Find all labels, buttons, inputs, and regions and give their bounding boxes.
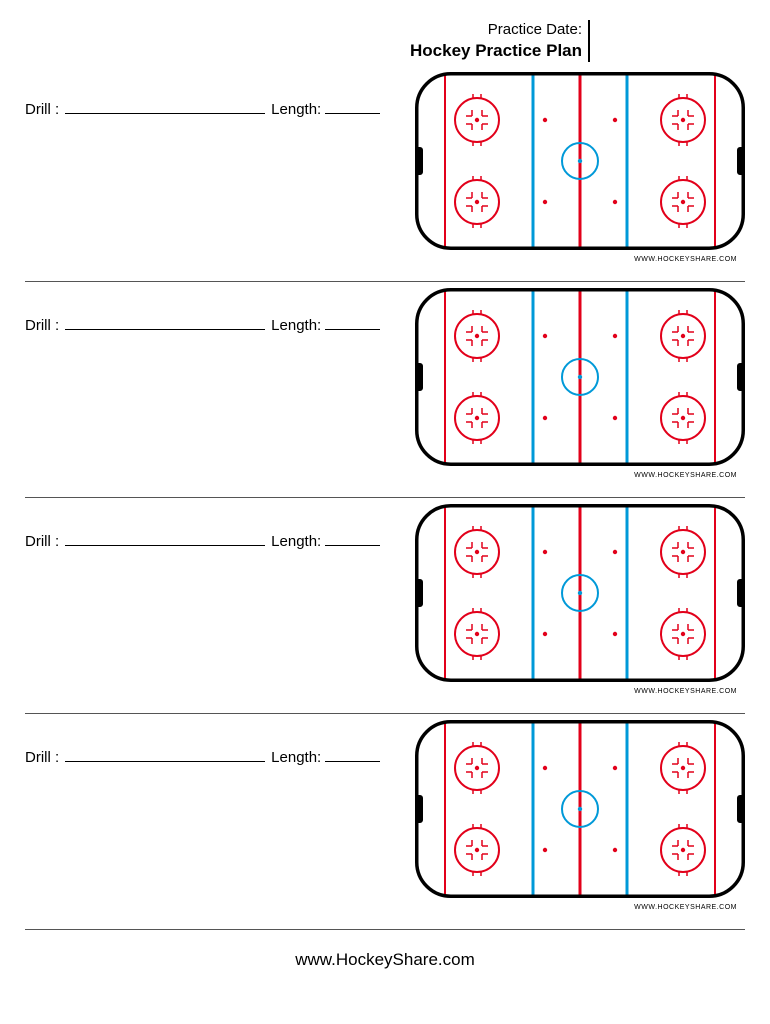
drill-length-input[interactable]: [325, 100, 380, 114]
drill-length-input[interactable]: [325, 316, 380, 330]
drill-length-input[interactable]: [325, 748, 380, 762]
drill-fields: Drill : Length:: [25, 720, 405, 766]
drill-label: Drill :: [25, 533, 59, 550]
footer-url: www.HockeyShare.com: [25, 950, 745, 970]
drill-row: Drill : Length: WWW.HOCKEYSHARE.COM: [25, 288, 745, 498]
drill-name-input[interactable]: [65, 532, 265, 546]
drill-label: Drill :: [25, 101, 59, 118]
drill-fields: Drill : Length:: [25, 288, 405, 334]
drill-name-input[interactable]: [65, 748, 265, 762]
length-label: Length:: [271, 533, 321, 550]
rink-diagram: WWW.HOCKEYSHARE.COM: [405, 288, 745, 479]
drill-row: Drill : Length: WWW.HOCKEYSHARE.COM: [25, 720, 745, 930]
rink-diagram: WWW.HOCKEYSHARE.COM: [405, 72, 745, 263]
length-label: Length:: [271, 749, 321, 766]
length-label: Length:: [271, 101, 321, 118]
drill-label: Drill :: [25, 317, 59, 334]
rink-diagram: WWW.HOCKEYSHARE.COM: [405, 504, 745, 695]
length-label: Length:: [271, 317, 321, 334]
drill-length-input[interactable]: [325, 532, 380, 546]
drill-row: Drill : Length: WWW.HOCKEYSHARE.COM: [25, 504, 745, 714]
drills-container: Drill : Length:WWW.HOCKEYSHARE.COMDrill …: [25, 72, 745, 930]
rink-credit: WWW.HOCKEYSHARE.COM: [405, 688, 745, 695]
rink-credit: WWW.HOCKEYSHARE.COM: [405, 256, 745, 263]
drill-fields: Drill : Length:: [25, 504, 405, 550]
drill-row: Drill : Length: WWW.HOCKEYSHARE.COM: [25, 72, 745, 282]
drill-label: Drill :: [25, 749, 59, 766]
drill-name-input[interactable]: [65, 316, 265, 330]
rink-diagram: WWW.HOCKEYSHARE.COM: [405, 720, 745, 911]
rink-credit: WWW.HOCKEYSHARE.COM: [405, 472, 745, 479]
rink-credit: WWW.HOCKEYSHARE.COM: [405, 904, 745, 911]
practice-date-label: Practice Date:: [488, 20, 590, 40]
drill-fields: Drill : Length:: [25, 72, 405, 118]
page-title: Hockey Practice Plan: [410, 40, 590, 62]
page-header: Practice Date: Hockey Practice Plan: [25, 20, 745, 62]
drill-name-input[interactable]: [65, 100, 265, 114]
